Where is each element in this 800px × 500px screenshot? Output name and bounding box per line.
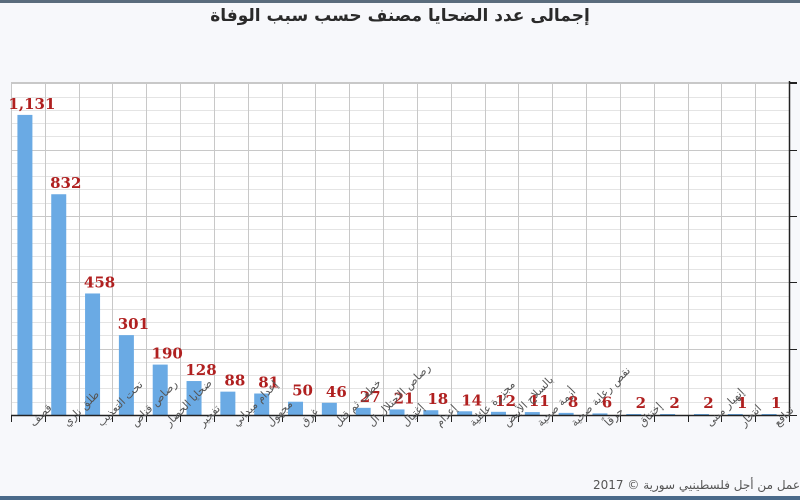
bar — [558, 412, 574, 415]
data-label: 27 — [360, 388, 381, 406]
data-label: 14 — [461, 391, 482, 409]
bar — [423, 410, 439, 415]
data-label: 190 — [152, 345, 183, 363]
top-border — [0, 0, 800, 3]
bar — [457, 411, 473, 415]
data-label: 50 — [292, 382, 313, 400]
data-label: 128 — [185, 361, 216, 379]
bar — [288, 401, 304, 415]
data-label: 11 — [529, 392, 550, 410]
bar — [727, 414, 743, 415]
data-label: 12 — [495, 392, 516, 410]
data-label: 458 — [84, 273, 115, 291]
bar — [524, 412, 540, 415]
data-label: 1 — [771, 394, 781, 412]
axes — [11, 81, 797, 422]
data-label: 1 — [737, 394, 747, 412]
data-label: 8 — [568, 393, 578, 411]
plot-background — [11, 82, 789, 415]
copyright-footer: عمل من أجل فلسطينيي سورية © 2017 — [593, 478, 800, 492]
bar — [321, 402, 337, 415]
data-label: 88 — [224, 372, 245, 390]
bar — [220, 391, 236, 415]
bar — [592, 413, 608, 415]
data-label: 81 — [258, 374, 279, 392]
bar — [85, 293, 101, 415]
bar — [152, 364, 168, 415]
bar — [490, 411, 506, 415]
data-label: 18 — [427, 390, 448, 408]
chart-title: إجمالى عدد الضحايا مصنف حسب سبب الوفاة — [210, 6, 590, 26]
bottom-border — [0, 496, 800, 500]
data-label: 301 — [118, 315, 149, 333]
bar — [17, 114, 33, 416]
bar — [186, 381, 202, 415]
bar — [51, 194, 67, 415]
bar — [693, 414, 709, 415]
bar — [389, 409, 405, 415]
bar — [761, 414, 777, 415]
data-label: 832 — [50, 174, 81, 192]
data-label: 46 — [326, 383, 347, 401]
data-label: 2 — [703, 394, 713, 412]
data-label: 2 — [669, 394, 679, 412]
bar — [254, 393, 270, 415]
gridlines — [11, 82, 789, 415]
data-label: 6 — [602, 393, 612, 411]
bars — [17, 114, 777, 416]
data-label: 2 — [636, 394, 646, 412]
data-label: 21 — [394, 389, 415, 407]
data-label: 1,131 — [8, 95, 55, 113]
bar — [118, 335, 134, 415]
bar — [626, 414, 642, 415]
bar — [660, 414, 676, 415]
bar — [355, 407, 371, 415]
